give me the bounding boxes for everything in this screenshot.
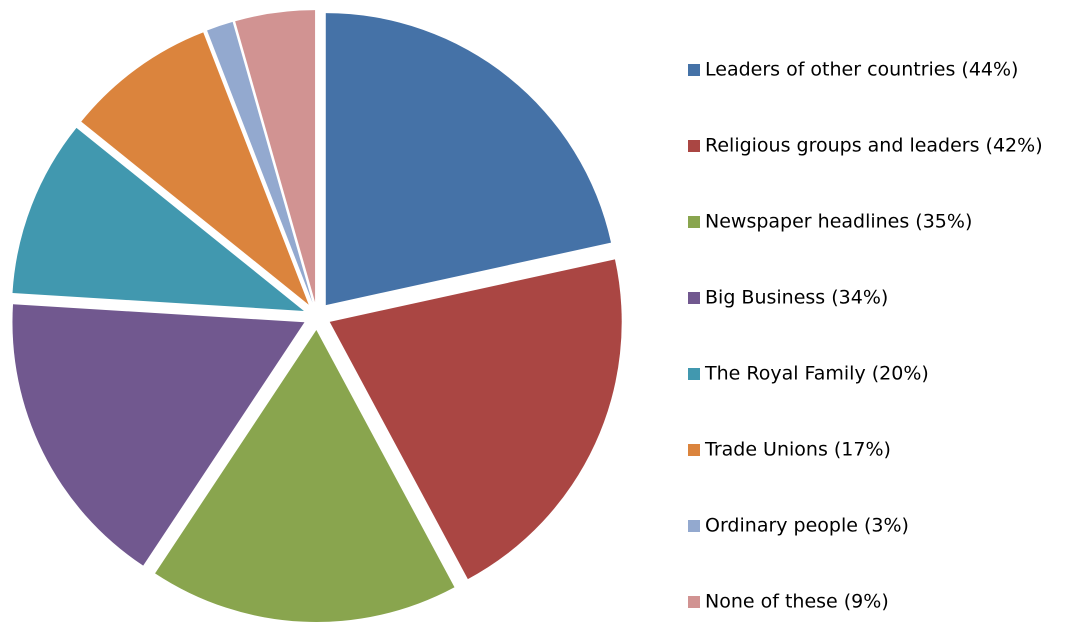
legend-label: None of these (9%)	[705, 591, 889, 613]
legend-swatch	[688, 292, 700, 304]
pie-slice	[329, 259, 622, 580]
pie-slice	[235, 10, 316, 303]
legend-swatch	[688, 444, 700, 456]
legend-label: Leaders of other countries (44%)	[705, 59, 1018, 81]
legend-label: The Royal Family (20%)	[704, 363, 929, 385]
pie-slice	[207, 21, 313, 303]
legend-swatch	[688, 520, 700, 532]
legend-swatch	[688, 596, 700, 608]
legend-swatch	[688, 368, 700, 380]
pie-slice	[12, 127, 304, 311]
legend-label: Newspaper headlines (35%)	[705, 211, 972, 233]
pie-slice	[325, 13, 612, 306]
legend-label: Religious groups and leaders (42%)	[705, 135, 1043, 157]
legend-label: Ordinary people (3%)	[705, 515, 909, 537]
legend-label: Big Business (34%)	[705, 287, 888, 309]
legend-swatch	[688, 216, 700, 228]
pie-slice	[155, 329, 455, 622]
legend-swatch	[688, 140, 700, 152]
legend-label: Trade Unions (17%)	[704, 439, 891, 461]
pie-slice	[12, 304, 305, 566]
legend-swatch	[688, 64, 700, 76]
pie-slice	[81, 32, 309, 305]
